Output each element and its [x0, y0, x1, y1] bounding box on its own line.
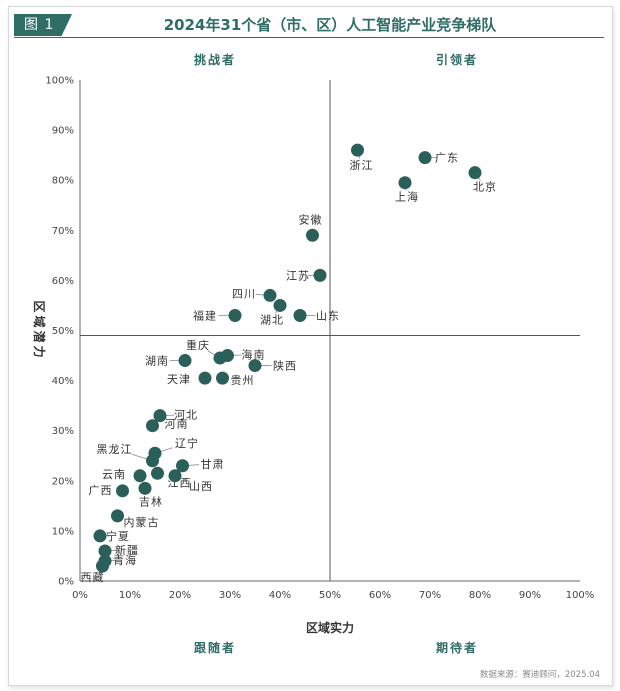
y-tick-label: 0%: [58, 577, 74, 588]
point-label: 陕西: [273, 359, 297, 373]
title-underline: [14, 37, 604, 38]
point-label: 山东: [316, 309, 340, 322]
quadrant-label-expected: 期待者: [436, 640, 478, 655]
x-tick-label: 100%: [566, 590, 595, 601]
x-tick-label: 60%: [369, 590, 391, 601]
y-tick-label: 60%: [52, 276, 74, 287]
x-tick-label: 30%: [219, 590, 241, 601]
x-tick-label: 0%: [72, 590, 88, 601]
point-label: 湖南: [145, 355, 169, 368]
x-tick-label: 80%: [469, 590, 491, 601]
y-tick-label: 20%: [52, 476, 74, 487]
point-label: 甘肃: [201, 458, 225, 471]
data-point: [116, 484, 129, 498]
x-tick-label: 40%: [269, 590, 291, 601]
point-label: 宁夏: [106, 529, 130, 543]
data-point: [98, 544, 112, 558]
point-label: 江苏: [286, 269, 310, 282]
data-point: [228, 308, 242, 322]
data-point: [153, 409, 167, 423]
x-tick-label: 90%: [519, 590, 541, 601]
data-point: [178, 354, 192, 368]
point-label: 广东: [435, 152, 459, 165]
x-tick-label: 20%: [169, 590, 191, 601]
point-label: 上海: [395, 190, 419, 204]
point-label: 河北: [174, 409, 198, 422]
point-label: 福建: [193, 308, 217, 322]
y-tick-label: 50%: [52, 326, 74, 337]
x-axis-title: 区域实力: [306, 620, 354, 635]
data-point: [146, 419, 159, 433]
data-point: [273, 298, 287, 312]
data-point: [468, 166, 482, 180]
point-label: 广西: [89, 484, 113, 497]
point-label: 北京: [473, 180, 497, 194]
quadrant-label-leader: 引领者: [436, 52, 478, 67]
data-point: [151, 466, 164, 480]
data-point: [221, 349, 234, 363]
y-tick-label: 40%: [52, 376, 74, 387]
chart-title: 2024年31个省（市、区）人工智能产业竞争梯队: [163, 16, 497, 34]
point-label: 贵州: [231, 374, 255, 387]
point-label: 河南: [165, 418, 189, 431]
data-point: [263, 288, 277, 302]
point-label: 山西: [189, 480, 213, 493]
point-label: 新疆: [115, 543, 139, 557]
figure-frame: [8, 6, 613, 686]
figure-tag: 图 1: [14, 14, 72, 36]
point-label: 云南: [102, 468, 126, 481]
data-point: [176, 459, 189, 473]
y-tick-label: 70%: [52, 226, 74, 237]
data-point: [96, 559, 109, 573]
point-label: 青海: [113, 553, 137, 567]
data-point: [146, 454, 159, 468]
quadrant-label-challenger: 挑战者: [194, 52, 236, 67]
point-label: 四川: [232, 287, 256, 300]
data-point: [306, 228, 319, 242]
data-point: [168, 469, 182, 483]
data-point: [293, 308, 307, 322]
point-label: 海南: [242, 348, 266, 362]
point-label: 吉林: [139, 494, 163, 508]
data-point: [418, 151, 432, 165]
x-tick-label: 10%: [119, 590, 141, 601]
y-tick-label: 30%: [52, 426, 74, 437]
point-label: 内蒙古: [124, 515, 160, 529]
y-axis-title: 区域潜力: [32, 300, 47, 360]
y-tick-label: 10%: [52, 526, 74, 537]
point-label: 重庆: [186, 338, 210, 352]
x-tick-label: 50%: [319, 590, 341, 601]
point-label: 浙江: [350, 159, 374, 172]
data-point: [351, 143, 364, 157]
data-point: [216, 371, 229, 385]
point-label: 湖北: [260, 313, 284, 326]
data-point: [248, 359, 262, 373]
data-point: [93, 529, 107, 543]
x-tick-label: 70%: [419, 590, 441, 601]
data-point: [111, 509, 124, 523]
point-label: 天津: [167, 373, 191, 386]
data-point: [138, 481, 152, 495]
data-point: [398, 176, 412, 190]
quadrant-label-follower: 跟随者: [194, 640, 236, 655]
data-point: [198, 371, 212, 385]
y-tick-label: 100%: [45, 76, 74, 87]
point-label: 西藏: [81, 571, 105, 584]
data-point: [313, 268, 327, 282]
y-tick-label: 80%: [52, 176, 74, 187]
source-note: 数据来源：赛迪顾问，2025.04: [479, 670, 600, 680]
data-point: [133, 469, 147, 483]
y-tick-label: 90%: [52, 126, 74, 137]
point-label: 辽宁: [175, 436, 199, 450]
point-label: 安徽: [299, 212, 323, 226]
point-label: 黑龙江: [97, 443, 133, 456]
